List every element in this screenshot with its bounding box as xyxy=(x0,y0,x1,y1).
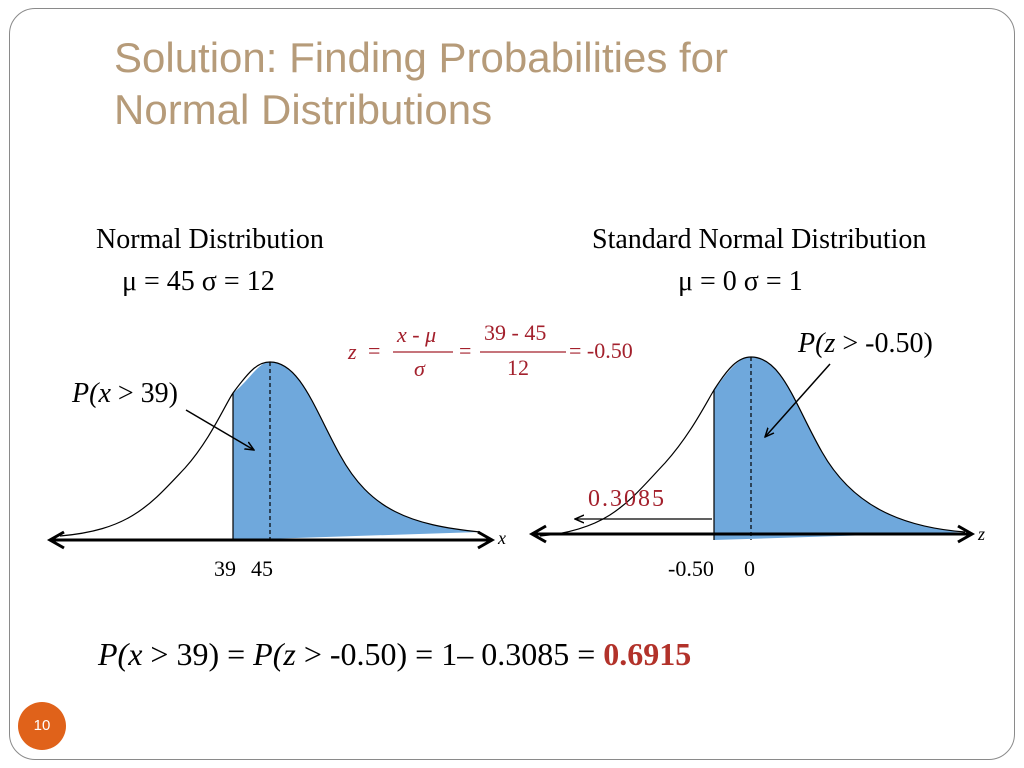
right-curve xyxy=(539,356,966,537)
formula-eq3: = -0.50 xyxy=(569,338,633,363)
left-params: μ = 45 σ = 12 xyxy=(122,266,275,297)
eq-p2: P( xyxy=(253,636,284,672)
right-pointer-arrow xyxy=(765,363,831,437)
eq-v1: x xyxy=(128,636,143,672)
left-pointer-arrow xyxy=(185,409,254,450)
right-prob-var: z xyxy=(824,328,836,359)
eq-r1: > 39) = xyxy=(142,636,254,672)
formula-num2: 39 - 45 xyxy=(484,320,547,345)
right-axis-var: z xyxy=(978,524,986,544)
left-prob-p: P( xyxy=(72,378,99,409)
left-prob-rest: > 39) xyxy=(110,378,178,409)
left-axis-arrow-left xyxy=(46,530,65,550)
tick-45: 45 xyxy=(251,556,273,581)
formula-den1: σ xyxy=(414,356,425,381)
tick-39: 39 xyxy=(214,556,236,581)
bottom-equation: P(x > 39) = P(z > -0.50) = 1– 0.3085 = 0… xyxy=(98,636,691,673)
tick-neg-050: -0.50 xyxy=(668,556,714,581)
right-prob-p: P( xyxy=(798,328,825,359)
eq-v2: z xyxy=(283,636,296,672)
right-params: μ = 0 σ = 1 xyxy=(678,266,803,297)
tick-0: 0 xyxy=(744,556,755,581)
left-curve xyxy=(59,361,481,537)
left-axis-arrow-right xyxy=(477,530,496,550)
formula-eq1: = xyxy=(368,338,381,363)
formula-den2: 12 xyxy=(507,355,529,380)
eq-answer: 0.6915 xyxy=(603,636,692,672)
right-axis-arrow-left xyxy=(528,524,547,544)
title-line-2: Normal Distributions xyxy=(114,86,493,133)
right-prob-rest: > -0.50) xyxy=(835,328,933,359)
formula-z: z xyxy=(348,339,357,364)
left-prob-label: P(x > 39) xyxy=(72,378,178,410)
eq-r2: > -0.50) = 1– 0.3085 = xyxy=(295,636,604,672)
right-axis-arrow-right xyxy=(957,524,976,544)
title-line-1: Solution: Finding Probabilities for xyxy=(114,34,729,81)
slide-title: Solution: Finding Probabilities for Norm… xyxy=(114,32,974,136)
left-heading: Normal Distribution xyxy=(96,224,324,255)
page-number-badge: 10 xyxy=(18,702,66,750)
formula-num1: x - μ xyxy=(397,322,437,347)
left-prob-var: x xyxy=(98,378,111,409)
left-axis-var: x xyxy=(498,528,506,548)
formula-eq2: = xyxy=(459,338,472,363)
area-value: 0.3085 xyxy=(588,486,666,512)
slide-frame xyxy=(9,8,1015,760)
right-shaded-area xyxy=(714,357,965,540)
eq-p1: P( xyxy=(98,636,129,672)
right-prob-label: P(z > -0.50) xyxy=(798,328,933,360)
left-shaded-area xyxy=(233,362,480,540)
right-heading: Standard Normal Distribution xyxy=(592,224,927,255)
